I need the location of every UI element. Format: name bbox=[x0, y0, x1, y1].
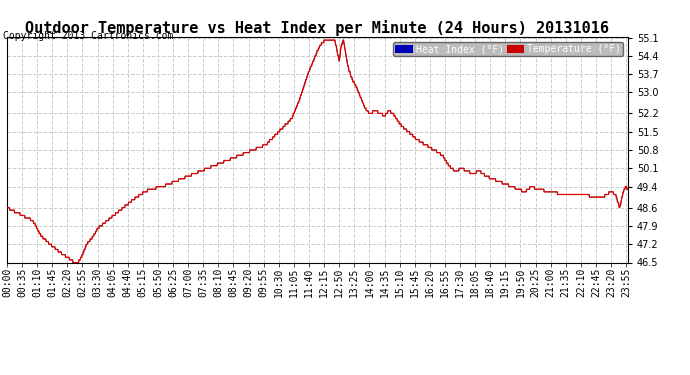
Title: Outdoor Temperature vs Heat Index per Minute (24 Hours) 20131016: Outdoor Temperature vs Heat Index per Mi… bbox=[26, 20, 609, 36]
Legend: Heat Index (°F), Temperature (°F): Heat Index (°F), Temperature (°F) bbox=[393, 42, 623, 56]
Text: Copyright 2013 Cartronics.com: Copyright 2013 Cartronics.com bbox=[3, 32, 174, 41]
